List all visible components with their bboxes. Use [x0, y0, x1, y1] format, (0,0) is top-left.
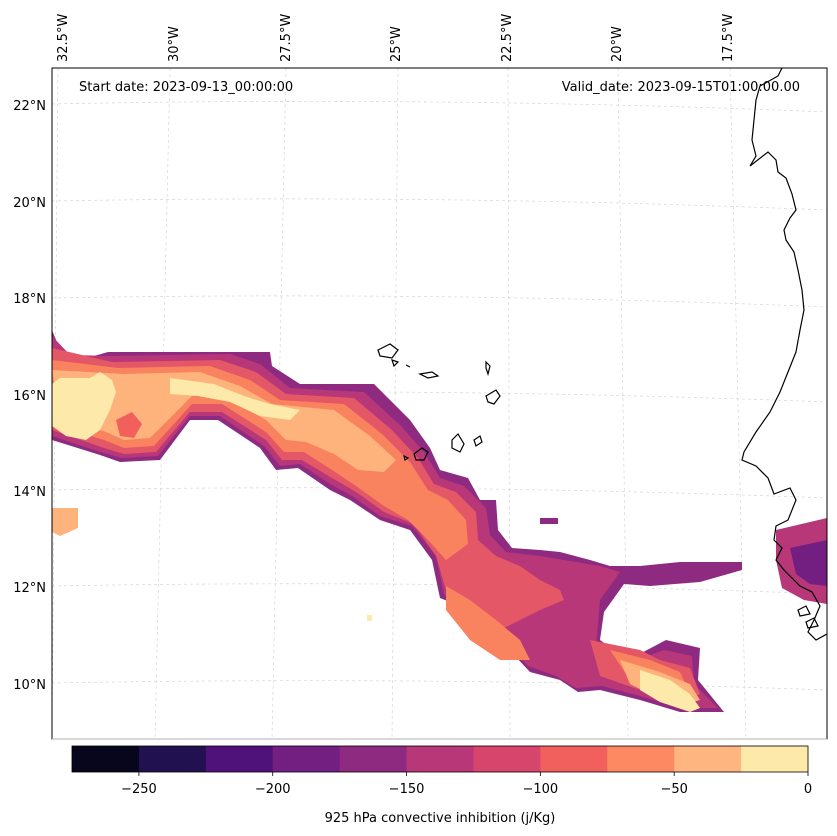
contour-band-light-orange: [52, 370, 700, 706]
cape-verde-santiago: [451, 433, 465, 453]
cape-verde-brava: [403, 454, 410, 461]
contour-small-patch: [540, 518, 558, 524]
cape-verde-sao-vicente: [391, 359, 400, 368]
colorbar-swatch: [72, 746, 140, 772]
lon-label: 32.5°W: [56, 14, 71, 62]
lat-label: 18°N: [13, 292, 46, 307]
colorbar-swatch: [540, 746, 608, 772]
cin-contours: [52, 330, 827, 712]
lon-label: 20°W: [610, 26, 625, 62]
colorbar: −250 −200 −150 −100 −50 0 925 hPa convec…: [71, 745, 812, 826]
africa-coastline: [741, 68, 827, 641]
graticule: [52, 68, 827, 739]
lon-label: 25°W: [389, 26, 404, 62]
colorbar-swatch: [473, 746, 541, 772]
colorbar-frame: [71, 745, 809, 773]
contour-hole: [116, 412, 142, 438]
colorbar-tick-label: −100: [523, 782, 559, 797]
cape-verde-santo-antao: [377, 343, 399, 359]
colorbar-tick-label: −50: [660, 782, 687, 797]
lat-label: 14°N: [13, 485, 46, 500]
colorbar-swatch: [272, 746, 341, 772]
longitude-labels: 32.5°W 30°W 27.5°W 25°W 22.5°W 20°W 17.5…: [56, 14, 736, 62]
contour-band-magenta: [52, 336, 718, 708]
cape-verde-fogo: [413, 447, 429, 461]
lat-label: 22°N: [13, 99, 46, 114]
colorbar-swatch: [138, 746, 207, 772]
latitude-labels: 22°N 20°N 18°N 16°N 14°N 12°N 10°N: [13, 99, 46, 693]
lat-label: 16°N: [13, 389, 46, 404]
colorbar-tick-label: 0: [804, 782, 812, 797]
colorbar-swatch: [741, 746, 809, 772]
colorbar-tick-label: −250: [121, 782, 157, 797]
lon-label: 27.5°W: [279, 14, 294, 62]
colorbar-ticks: [138, 772, 809, 776]
colorbar-swatches: [72, 746, 809, 772]
cape-verde-boa-vista: [485, 389, 501, 405]
valid-date-label: Valid_date: 2023-09-15T01:00:00.00: [562, 80, 800, 95]
colorbar-swatch: [205, 746, 274, 772]
cape-verde-maio: [473, 435, 483, 447]
colorbar-swatch: [674, 746, 742, 772]
colorbar-label: 925 hPa convective inhibition (j/Kg): [325, 811, 556, 826]
contour-tiny-patch: [367, 615, 372, 621]
colorbar-swatch: [406, 746, 474, 772]
cape-verde-santa-luzia: [405, 364, 411, 368]
colorbar-swatch: [607, 746, 675, 772]
colorbar-swatch: [339, 746, 408, 772]
lat-label: 10°N: [13, 678, 46, 693]
start-date-label: Start date: 2023-09-13_00:00:00: [79, 80, 293, 95]
cape-verde-sao-nicolau: [418, 371, 440, 379]
lat-label: 12°N: [13, 581, 46, 596]
colorbar-tick-label: −200: [255, 782, 291, 797]
contour-east-coast-inner: [790, 540, 827, 586]
lat-label: 20°N: [13, 196, 46, 211]
coastlines: [377, 68, 827, 641]
lon-label: 17.5°W: [721, 14, 736, 62]
cape-verde-sal: [485, 360, 491, 377]
lon-label: 30°W: [167, 26, 182, 62]
colorbar-tick-label: −150: [389, 782, 425, 797]
bijagos-islands: [797, 605, 819, 629]
lon-label: 22.5°W: [500, 14, 515, 62]
